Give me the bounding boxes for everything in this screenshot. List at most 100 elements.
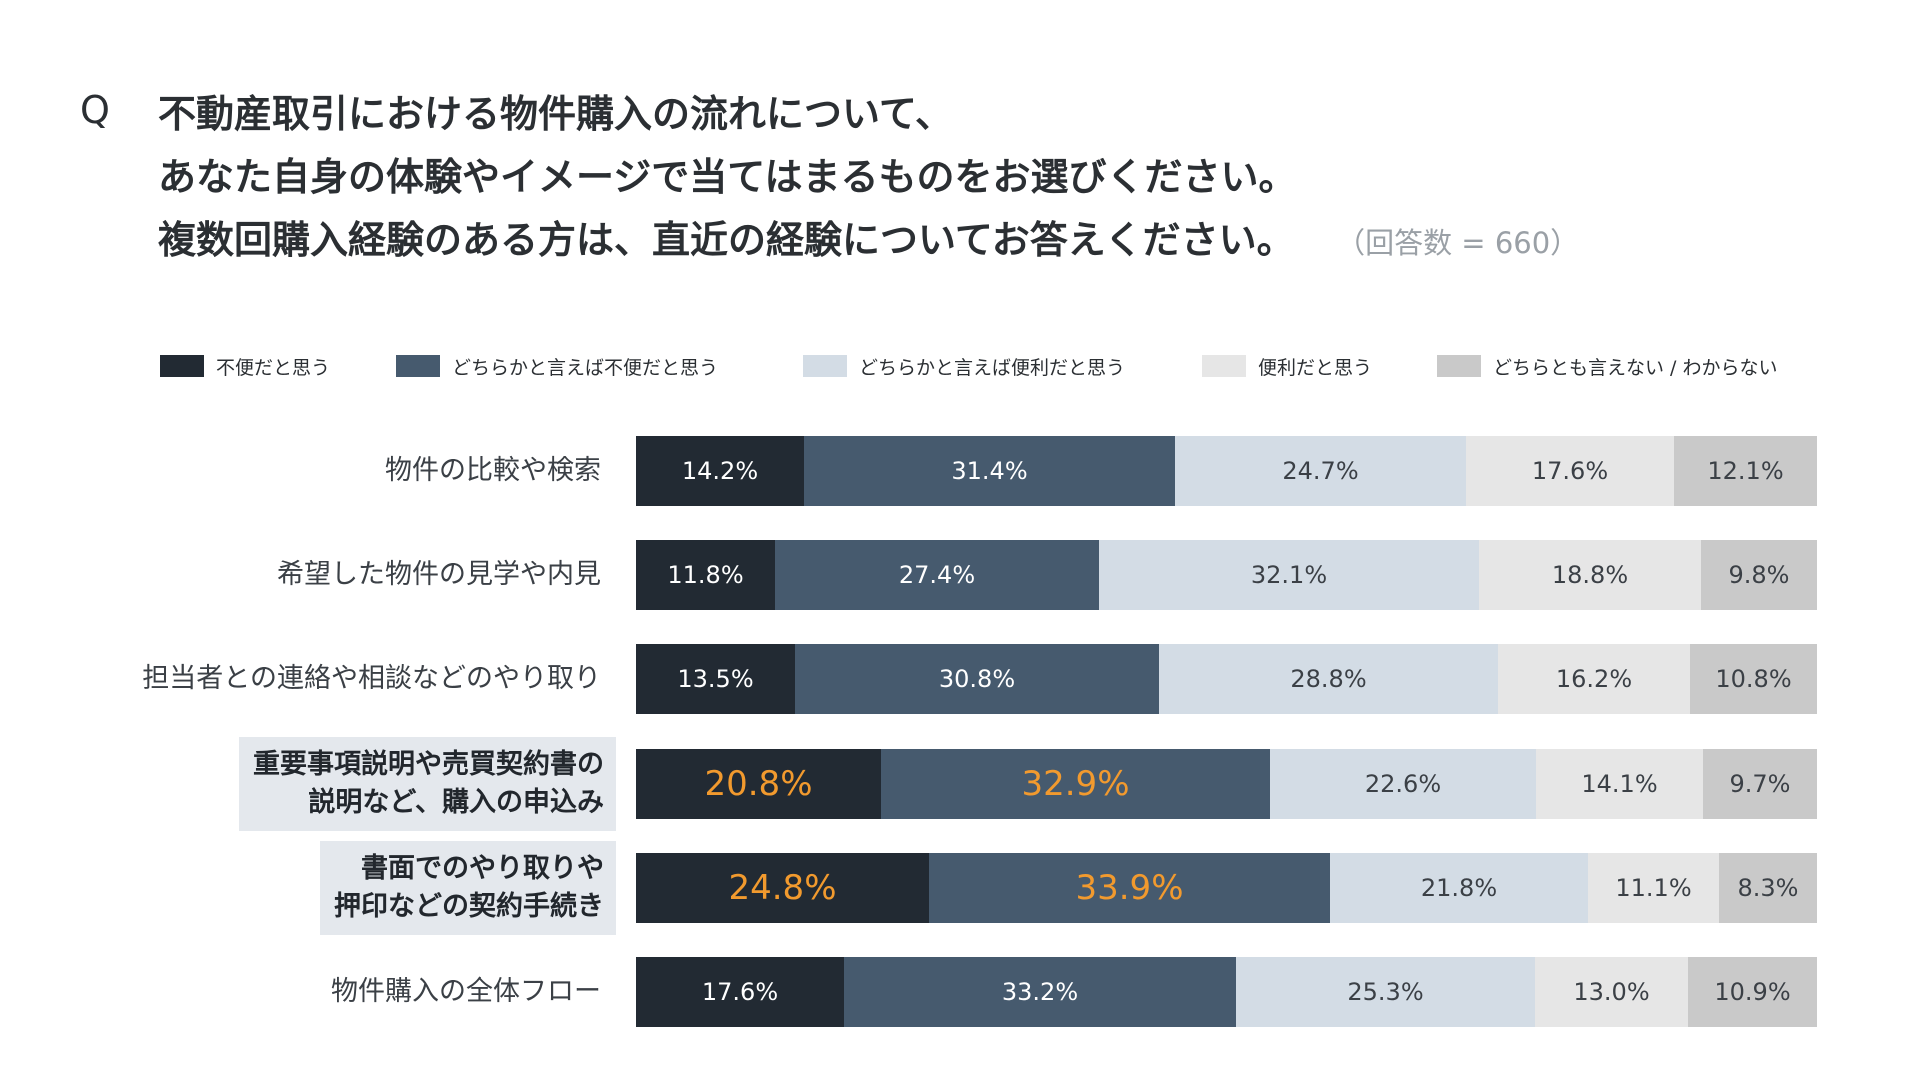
value-label-r1-s5: 12.1% [1707,457,1784,485]
value-label-r4-s2: 32.9% [1021,764,1130,804]
value-label-r1-s3: 24.7% [1282,457,1359,485]
bar-row-4: 20.8% 32.9% 22.6% 14.1% 9.7% [636,749,1817,819]
bar-segment-r2-s4: 18.8% [1479,540,1701,610]
legend-item-3: どちらかと言えば便利だと思う [803,354,1126,379]
legend-swatch-5 [1437,355,1481,377]
bar-segment-r1-s3: 24.7% [1175,436,1466,506]
bar-segment-r6-s2: 33.2% [844,957,1236,1027]
value-label-r2-s2: 27.4% [898,561,976,589]
value-label-r3-s1: 13.5% [677,665,754,693]
value-label-r6-s1: 17.6% [701,978,779,1006]
bar-segment-r2-s3: 32.1% [1099,540,1479,610]
bar-segment-r4-s2: 32.9% [881,749,1270,819]
value-label-r6-s2: 33.2% [1001,978,1079,1006]
category-label-1: 物件の比較や検索 [385,436,601,506]
bar-segment-r2-s5: 9.8% [1701,540,1817,610]
legend-label-4: 便利だと思う [1258,356,1373,379]
value-label-r1-s4: 17.6% [1531,457,1609,485]
value-label-r5-s1: 24.8% [728,868,837,908]
value-label-r4-s5: 9.7% [1729,770,1791,798]
bar-segment-r3-s4: 16.2% [1498,644,1690,714]
question-line-3: 複数回購入経験のある方は、直近の経験についてお答えください。 （回答数 = 660… [158,209,1579,275]
question-line-2: あなた自身の体験やイメージで当てはまるものをお選びください。 [158,155,1297,199]
bar-segment-r6-s3: 25.3% [1236,957,1535,1027]
bar-segment-r4-s5: 9.7% [1703,749,1817,819]
value-label-r2-s4: 18.8% [1551,561,1629,589]
bar-segment-r4-s4: 14.1% [1536,749,1703,819]
bar-segment-r5-s3: 21.8% [1330,853,1588,923]
question-text: 不動産取引における物件購入の流れについて、 あなた自身の体験やイメージで当てはま… [158,83,1579,275]
legend-label-5: どちらとも言えない / わからない [1493,356,1778,379]
question-line-3-text: 複数回購入経験のある方は、直近の経験についてお答えください。 [158,218,1295,262]
category-label-5-line-1: 書面でのやり取りや [361,853,604,884]
legend-label-2: どちらかと言えば不便だと思う [452,356,719,379]
category-label-5: 書面でのやり取りや押印などの契約手続き [320,841,616,935]
legend-swatch-2 [396,355,440,377]
bar-row-2: 11.8% 27.4% 32.1% 18.8% 9.8% [636,540,1817,610]
bar-segment-r5-s2: 33.9% [929,853,1330,923]
bar-segment-r5-s4: 11.1% [1588,853,1719,923]
value-label-r6-s4: 13.0% [1573,978,1650,1006]
bar-segment-r5-s1: 24.8% [636,853,929,923]
legend-label-3: どちらかと言えば便利だと思う [859,356,1126,379]
legend-item-5: どちらとも言えない / わからない [1437,354,1778,379]
bar-segment-r6-s5: 10.9% [1688,957,1817,1027]
legend-swatch-3 [803,355,847,377]
bar-segment-r4-s1: 20.8% [636,749,881,819]
bar-segment-r1-s5: 12.1% [1674,436,1817,506]
bar-segment-r6-s4: 13.0% [1535,957,1688,1027]
legend-swatch-1 [160,355,204,377]
value-label-r4-s4: 14.1% [1581,770,1658,798]
category-label-6: 物件購入の全体フロー [331,957,601,1027]
bar-segment-r1-s4: 17.6% [1466,436,1674,506]
value-label-r6-s5: 10.9% [1714,978,1791,1006]
legend-item-2: どちらかと言えば不便だと思う [396,354,719,379]
category-label-4-line-1: 重要事項説明や売買契約書の [253,749,604,780]
category-label-4-line-2: 説明など、購入の申込み [308,787,604,818]
value-label-r2-s5: 9.8% [1728,561,1790,589]
bar-segment-r6-s1: 17.6% [636,957,844,1027]
category-label-1-line-1: 物件の比較や検索 [385,455,601,486]
legend-swatch-4 [1202,355,1246,377]
value-label-r2-s3: 32.1% [1250,561,1328,589]
category-label-2-line-1: 希望した物件の見学や内見 [277,559,601,590]
value-label-r5-s2: 33.9% [1075,868,1184,908]
value-label-r3-s5: 10.8% [1715,665,1792,693]
bar-segment-r1-s2: 31.4% [804,436,1175,506]
bar-segment-r2-s1: 11.8% [636,540,775,610]
bar-row-5: 24.8% 33.9% 21.8% 11.1% 8.3% [636,853,1817,923]
bar-segment-r3-s1: 13.5% [636,644,795,714]
category-label-5-line-2: 押印などの契約手続き [334,891,604,922]
bar-segment-r2-s2: 27.4% [775,540,1099,610]
bar-row-3: 13.5% 30.8% 28.8% 16.2% 10.8% [636,644,1817,714]
bar-row-1: 14.2% 31.4% 24.7% 17.6% 12.1% [636,436,1817,506]
value-label-r4-s3: 22.6% [1364,770,1442,798]
value-label-r5-s5: 8.3% [1737,874,1799,902]
value-label-r5-s3: 21.8% [1420,874,1498,902]
bar-segment-r3-s2: 30.8% [795,644,1159,714]
category-label-6-line-1: 物件購入の全体フロー [331,976,601,1007]
value-label-r2-s1: 11.8% [667,561,744,589]
value-label-r1-s2: 31.4% [951,457,1028,485]
category-label-4: 重要事項説明や売買契約書の説明など、購入の申込み [239,737,616,831]
legend-label-1: 不便だと思う [216,356,331,379]
bar-segment-r3-s5: 10.8% [1690,644,1817,714]
value-label-r3-s2: 30.8% [938,665,1016,693]
value-label-r3-s3: 28.8% [1290,665,1367,693]
category-label-2: 希望した物件の見学や内見 [277,540,601,610]
value-label-r4-s1: 20.8% [704,764,813,804]
value-label-r1-s1: 14.2% [681,457,759,485]
value-label-r3-s4: 16.2% [1555,665,1633,693]
bar-segment-r4-s3: 22.6% [1270,749,1536,819]
legend-item-1: 不便だと思う [160,354,331,379]
bar-row-6: 17.6% 33.2% 25.3% 13.0% 10.9% [636,957,1817,1027]
bar-segment-r1-s1: 14.2% [636,436,804,506]
category-label-3-line-1: 担当者との連絡や相談などのやり取り [142,663,601,694]
legend-item-4: 便利だと思う [1202,354,1373,379]
response-count: （回答数 = 660） [1350,226,1580,260]
bar-segment-r3-s3: 28.8% [1159,644,1498,714]
question-mark: Q [80,88,110,132]
category-label-3: 担当者との連絡や相談などのやり取り [142,644,601,714]
value-label-r5-s4: 11.1% [1615,874,1692,902]
